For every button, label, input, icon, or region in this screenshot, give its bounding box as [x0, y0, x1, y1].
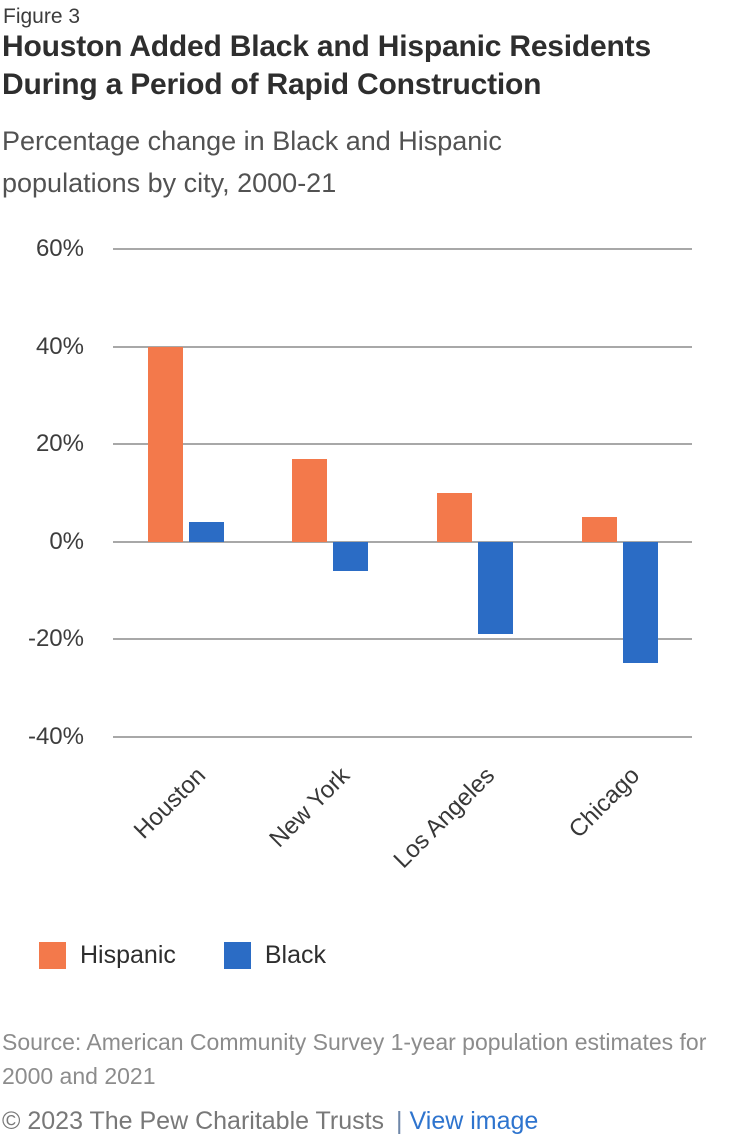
y-axis-tick-label: 40% [35, 332, 84, 360]
chart-title: Houston Added Black and Hispanic Residen… [2, 30, 651, 101]
view-image-link[interactable]: View image [409, 1107, 539, 1135]
gridline [113, 248, 692, 250]
bar-black-los-angeles [478, 541, 513, 635]
x-axis-label-los-angeles: Los Angeles [388, 762, 501, 874]
legend-item-hispanic: Hispanic [39, 941, 176, 970]
figure-number: Figure 3 [3, 5, 81, 28]
footer-divider: | [396, 1107, 403, 1135]
legend-swatch-icon [39, 942, 66, 969]
chart-legend: Hispanic Black [39, 941, 374, 970]
y-axis-tick-label: 0% [49, 527, 84, 555]
x-axis-label-houston: Houston [128, 762, 211, 845]
x-axis-label-chicago: Chicago [563, 762, 645, 844]
bar-hispanic-houston [147, 346, 183, 542]
gridline [113, 735, 692, 738]
bar-black-houston [188, 522, 224, 542]
gridline [113, 345, 692, 348]
bar-hispanic-new-york [292, 458, 327, 542]
gridline [113, 638, 692, 640]
y-axis-tick-label: 60% [35, 235, 84, 262]
legend-label: Black [264, 941, 327, 969]
bar-black-chicago [622, 541, 658, 664]
y-axis-tick-label: -40% [27, 722, 84, 750]
copyright-text: © 2023 The Pew Charitable Trusts [2, 1107, 385, 1135]
bar-hispanic-chicago [581, 517, 617, 542]
gridline [113, 540, 692, 543]
chart-subtitle: Percentage change in Black and Hispanic … [2, 126, 502, 198]
gridline [113, 443, 692, 445]
legend-label: Hispanic [80, 941, 176, 969]
y-axis-tick-label: 20% [35, 430, 84, 457]
legend-swatch-icon [223, 942, 251, 969]
bar-hispanic-los-angeles [437, 492, 472, 542]
bar-black-new-york [333, 541, 368, 571]
legend-item-black: Black [223, 941, 327, 970]
y-axis-tick-label: -20% [27, 625, 84, 652]
x-axis-label-new-york: New York [264, 762, 356, 853]
source-note: Source: American Community Survey 1-year… [2, 1029, 707, 1089]
footer: © 2023 The Pew Charitable Trusts | View im… [2, 1106, 730, 1136]
